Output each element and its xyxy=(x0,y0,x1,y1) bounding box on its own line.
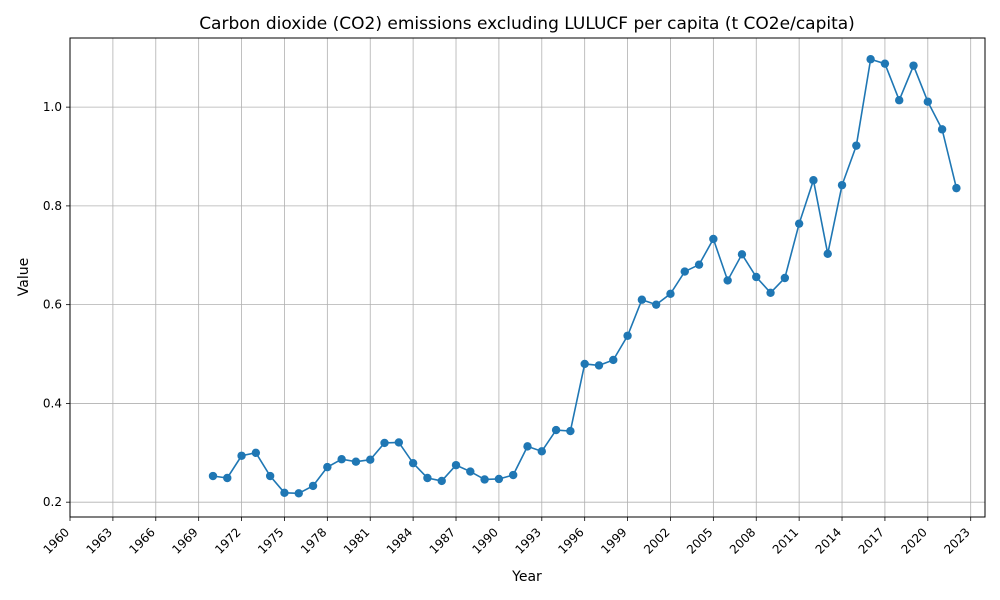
data-point xyxy=(794,219,804,228)
data-point xyxy=(494,474,504,484)
data-point xyxy=(408,458,418,468)
x-tick-label: 1972 xyxy=(212,525,243,556)
x-tick-label: 2017 xyxy=(856,525,887,556)
data-point xyxy=(637,295,647,304)
data-point xyxy=(380,438,389,448)
data-point xyxy=(880,59,890,68)
y-tick-label: 0.8 xyxy=(43,199,62,213)
data-point xyxy=(580,359,589,369)
data-point xyxy=(923,97,933,106)
x-tick-label: 1981 xyxy=(341,525,372,556)
x-tick-label: 1975 xyxy=(255,525,286,556)
data-point xyxy=(566,426,575,436)
data-point xyxy=(294,489,303,498)
data-point xyxy=(351,457,361,466)
data-point xyxy=(895,96,904,105)
data-point xyxy=(737,250,747,259)
data-point xyxy=(551,425,561,435)
x-axis-ticks: 1960 1963 1966 1969 1972 1975 1978 1981 1984 1987… xyxy=(41,517,973,557)
x-tick-label: 2008 xyxy=(727,525,758,556)
x-tick-label: 1978 xyxy=(298,525,329,556)
chart-title: Carbon dioxide (CO2) emissions excluding… xyxy=(199,14,855,34)
data-point xyxy=(709,234,718,244)
y-tick-label: 0.4 xyxy=(43,396,62,410)
y-tick-label: 0.2 xyxy=(43,495,62,509)
data-point xyxy=(952,183,961,193)
x-tick-label: 1960 xyxy=(41,525,72,556)
y-axis-ticks: 0.2 0.4 0.6 0.8 1.0 xyxy=(43,100,70,509)
data-point xyxy=(251,448,261,458)
x-tick-label: 1990 xyxy=(470,525,501,556)
x-tick-label: 2023 xyxy=(941,525,972,556)
data-point xyxy=(437,476,446,486)
data-point xyxy=(337,455,346,464)
x-tick-label: 1984 xyxy=(384,525,415,556)
data-point xyxy=(666,289,675,298)
data-point xyxy=(466,467,475,476)
data-point xyxy=(852,141,861,150)
x-tick-label: 1969 xyxy=(169,525,200,556)
data-point xyxy=(594,361,604,370)
data-point xyxy=(423,473,432,483)
data-point xyxy=(523,442,532,451)
data-point xyxy=(723,276,732,285)
x-tick-label: 2020 xyxy=(898,525,929,556)
data-point xyxy=(451,460,461,470)
data-point xyxy=(609,355,618,365)
x-tick-label: 1966 xyxy=(126,525,157,556)
series-layer xyxy=(208,55,961,498)
data-point xyxy=(866,55,875,64)
x-tick-label: 1987 xyxy=(427,525,458,556)
y-axis-title: Value xyxy=(16,258,32,296)
data-point xyxy=(537,447,546,456)
data-point xyxy=(623,331,632,340)
data-point xyxy=(809,176,818,185)
x-tick-label: 2005 xyxy=(684,525,715,556)
data-point xyxy=(837,180,847,190)
data-point xyxy=(223,473,232,483)
data-point xyxy=(680,267,689,276)
data-point xyxy=(366,455,375,464)
y-tick-label: 0.6 xyxy=(43,298,62,312)
x-tick-label: 1963 xyxy=(84,525,115,556)
x-axis-title: Year xyxy=(511,569,542,585)
data-point xyxy=(694,260,704,269)
data-point xyxy=(823,249,832,258)
x-tick-label: 1999 xyxy=(598,525,629,556)
plot-area-frame xyxy=(69,37,986,518)
data-point xyxy=(208,471,218,481)
data-point xyxy=(323,462,332,472)
data-point xyxy=(937,125,947,134)
data-point xyxy=(394,438,404,447)
grid-lines xyxy=(69,38,985,517)
data-point xyxy=(780,273,790,283)
data-point xyxy=(766,288,775,298)
data-point xyxy=(909,61,918,70)
data-point xyxy=(237,451,246,460)
data-point xyxy=(509,470,518,480)
data-point xyxy=(308,481,318,491)
x-tick-label: 2014 xyxy=(813,525,844,556)
data-point xyxy=(280,488,289,498)
x-tick-label: 2011 xyxy=(770,525,801,556)
data-point xyxy=(265,471,275,481)
data-point xyxy=(480,475,489,484)
x-tick-label: 2002 xyxy=(641,525,672,556)
y-tick-label: 1.0 xyxy=(43,100,62,114)
data-point xyxy=(752,272,761,282)
x-tick-label: 1993 xyxy=(512,525,543,556)
x-tick-label: 1996 xyxy=(555,525,586,556)
data-point xyxy=(651,300,661,309)
